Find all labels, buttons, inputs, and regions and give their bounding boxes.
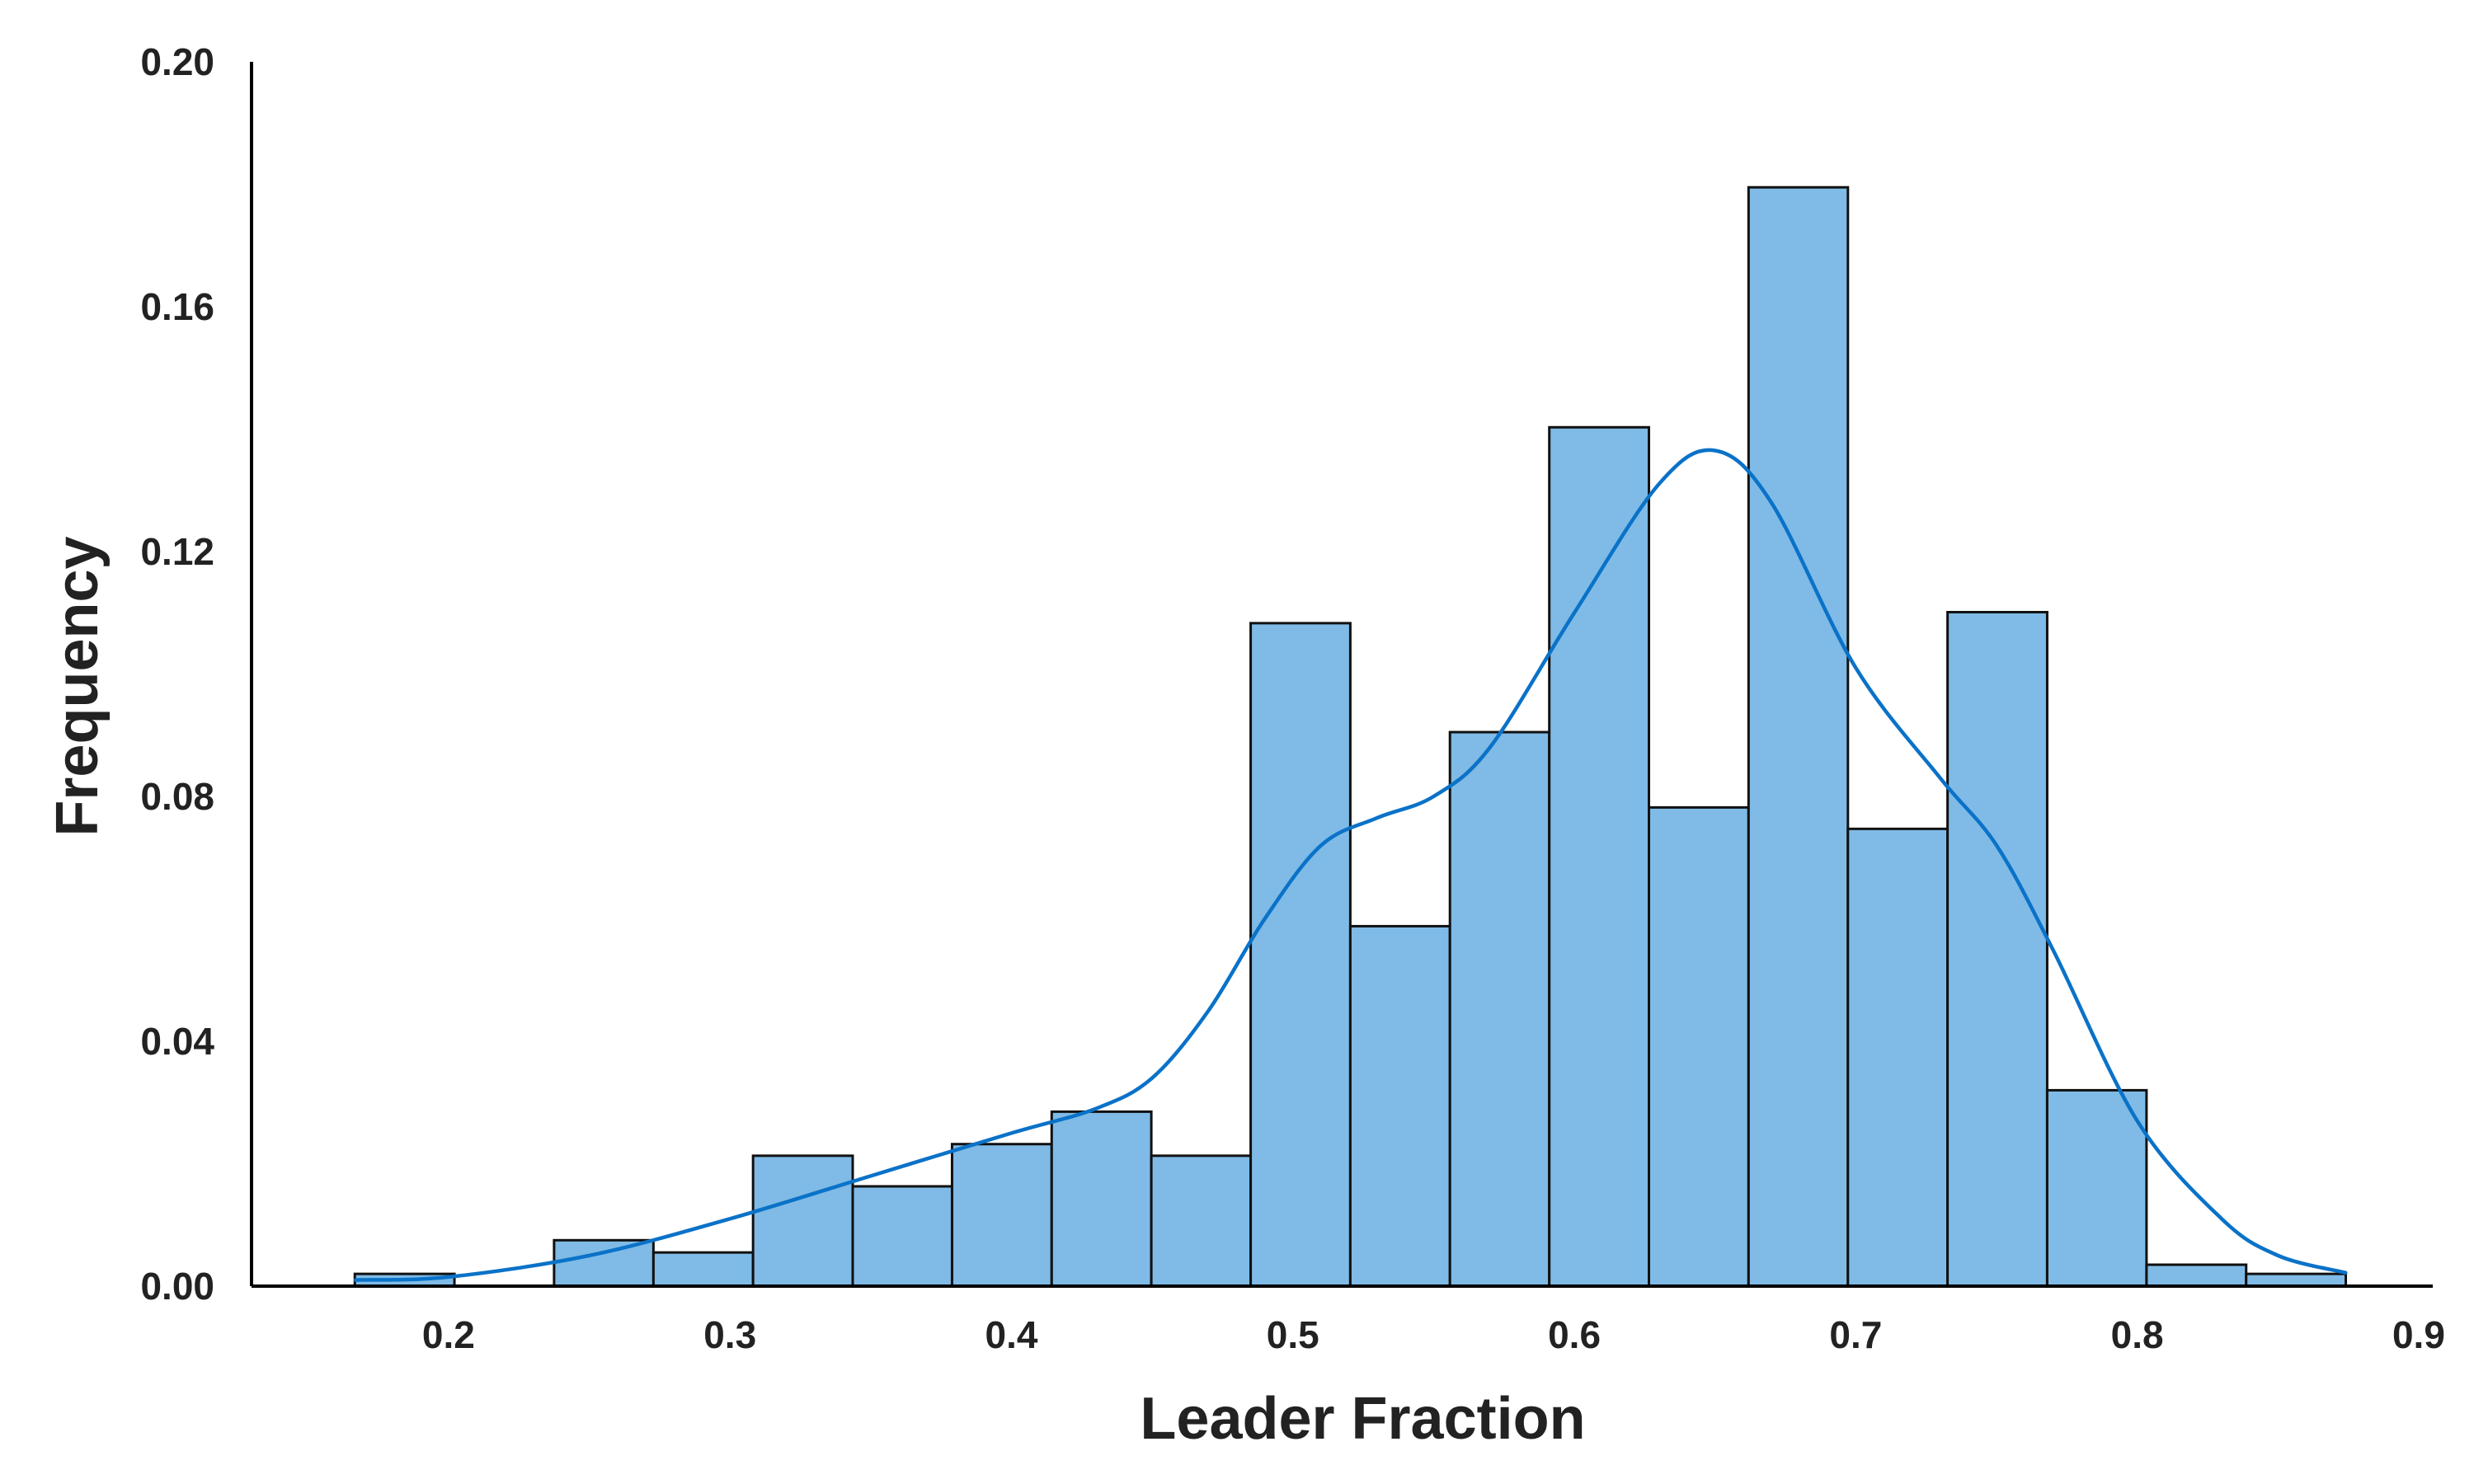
y-tick-label: 0.04 (140, 1020, 214, 1063)
y-axis-ticks: 0.00 0.04 0.08 0.12 0.16 0.20 (140, 40, 214, 1308)
x-tick-label: 0.4 (985, 1313, 1038, 1356)
histogram-bar-19 (2245, 1272, 2348, 1288)
x-tick-label: 0.9 (2392, 1313, 2445, 1356)
x-tick-label: 0.2 (422, 1313, 475, 1356)
histogram-bar-18 (2145, 1263, 2248, 1288)
histogram-bar-7 (1050, 1110, 1153, 1288)
histogram-bar-4 (751, 1154, 854, 1288)
histogram-bars (353, 186, 2348, 1288)
histogram-bar-16 (1946, 611, 2048, 1288)
x-tick-label: 0.5 (1267, 1313, 1319, 1356)
histogram-bar-14 (1747, 186, 1850, 1288)
histogram-bar-11 (1448, 730, 1551, 1288)
histogram-bar-12 (1548, 425, 1651, 1288)
x-tick-label: 0.3 (703, 1313, 756, 1356)
y-tick-label: 0.12 (140, 530, 214, 573)
histogram-bar-6 (950, 1143, 1053, 1288)
histogram-bar-5 (851, 1185, 953, 1288)
y-tick-label: 0.00 (140, 1265, 214, 1308)
y-axis-title: Frequency (45, 536, 111, 836)
histogram-bar-17 (2045, 1088, 2148, 1288)
x-axis-ticks: 0.2 0.3 0.4 0.5 0.6 0.7 0.8 0.9 (422, 1313, 2445, 1356)
kde-curve (354, 448, 2348, 1282)
x-tick-label: 0.7 (1829, 1313, 1882, 1356)
histogram-bar-10 (1348, 924, 1451, 1288)
y-tick-label: 0.16 (140, 285, 214, 328)
x-axis-title: Leader Fraction (1140, 1386, 1585, 1452)
histogram-bar-8 (1150, 1154, 1253, 1288)
histogram-bar-2 (553, 1238, 655, 1288)
histogram-bar-15 (1846, 827, 1950, 1288)
x-tick-label: 0.6 (1548, 1313, 1601, 1356)
histogram-bar-13 (1648, 805, 1750, 1288)
y-tick-label: 0.08 (140, 775, 214, 818)
x-tick-label: 0.8 (2111, 1313, 2164, 1356)
histogram-bar-3 (651, 1251, 755, 1288)
histogram-bar-9 (1249, 622, 1352, 1288)
y-tick-label: 0.20 (140, 40, 214, 83)
